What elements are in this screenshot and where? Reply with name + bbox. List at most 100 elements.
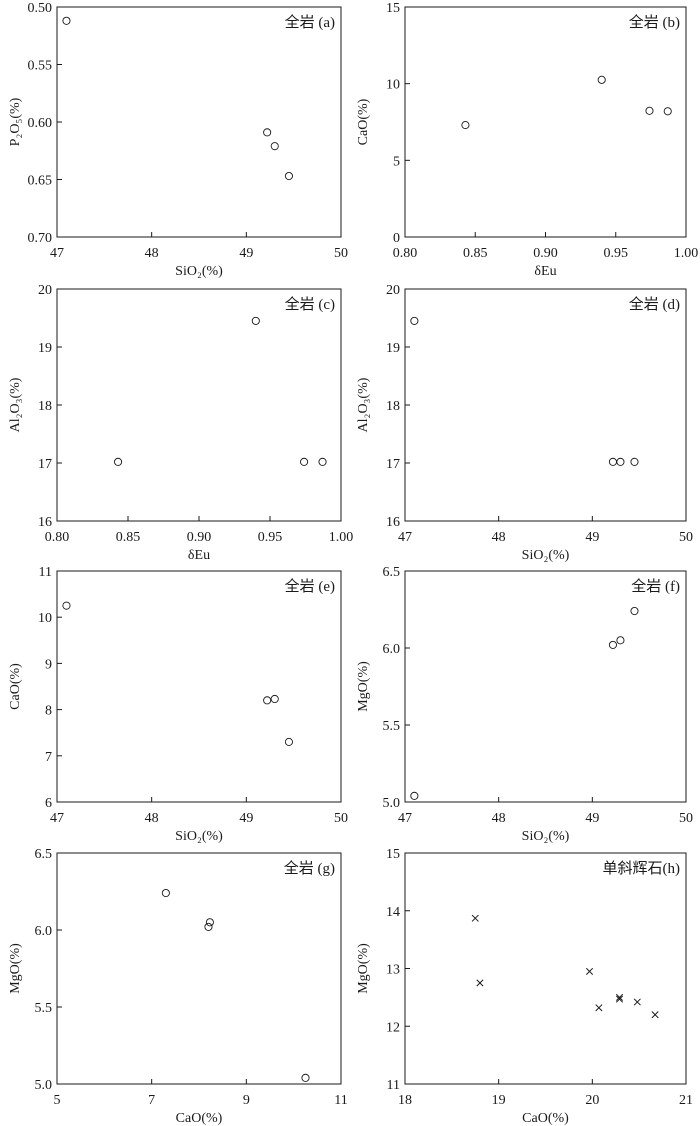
- panel-b-x-axis-label: δEu: [534, 264, 556, 279]
- panel-g-tag: 全岩 (g): [284, 859, 335, 877]
- panel-a-y-tick-label: 0.70: [28, 231, 53, 246]
- panel-a-x-tick-label: 47: [50, 246, 64, 261]
- panel-a-x-tick-label: 48: [145, 246, 159, 261]
- panel-b-data-point: [461, 121, 470, 130]
- panel-b-data-point: [597, 75, 606, 84]
- panel-g-y-tick-label: 5.0: [35, 1078, 53, 1093]
- panel-d-frame: [404, 288, 687, 522]
- panel-c-x-tick-label: 1.00: [329, 530, 354, 545]
- panel-g-x-tick-label: 7: [148, 1093, 155, 1108]
- panel-e-x-tick-label: 48: [145, 811, 159, 826]
- panel-d-data-point: [616, 457, 625, 466]
- panel-c-x-tick-label: 0.95: [258, 530, 283, 545]
- panel-h-data-point: [595, 1004, 603, 1012]
- panel-e-x-tick-label: 49: [239, 811, 253, 826]
- panel-g-x-tick-label: 11: [334, 1093, 347, 1108]
- panel-e-data-point: [62, 601, 71, 610]
- panel-e-y-tick-label: 6: [45, 796, 52, 811]
- panel-c-tag: 全岩 (c): [285, 295, 335, 313]
- panel-b-y-tick-label: 15: [386, 1, 400, 16]
- panel-e-x-tick-label: 47: [50, 811, 64, 826]
- panel-g-x-tick-label: 9: [243, 1093, 250, 1108]
- panel-a-tag: 全岩 (a): [285, 13, 335, 31]
- panel-c-x-axis-label: δEu: [188, 548, 210, 563]
- panel-h-data-point: [471, 914, 479, 922]
- panel-c-y-axis-label: Al₂O₃(%): [8, 377, 23, 432]
- panel-a: 47 48 49 50 0.50 0.55 0.60 0.65 0.70 SiO₂(%) P₂O₅(…: [8, 1, 348, 279]
- panel-b-data-point: [645, 106, 654, 115]
- panel-f-data-point: [410, 791, 419, 800]
- panel-h-y-tick-label: 12: [386, 1020, 400, 1035]
- panel-d-data-point: [410, 316, 419, 325]
- panel-c-y-tick-label: 18: [38, 399, 52, 414]
- panel-h: 18 19 20 21 11 12 13 14 15 CaO(%) MgO(%) 单斜辉石(h): [356, 847, 693, 1126]
- panel-d: 47 48 49 50 16 17 18 19 20 SiO₂(%) Al₂O₃(%) 全岩 (d): [356, 283, 693, 563]
- panel-b-x-tick-label: 1.00: [674, 246, 699, 261]
- panel-d-tag: 全岩 (d): [629, 295, 680, 313]
- panel-b-data-point: [663, 107, 672, 116]
- panel-a-x-tick-label: 49: [239, 246, 253, 261]
- panel-e-y-tick-label: 11: [39, 565, 52, 580]
- panel-f-y-tick-label: 6.0: [383, 642, 401, 657]
- panel-f-y-axis-label: MgO(%): [356, 661, 371, 712]
- panel-f: 47 48 49 50 5.0 5.5 6.0 6.5 SiO₂(%) MgO(%) 全岩 (f): [356, 565, 693, 844]
- panel-a-y-tick-label: 0.65: [28, 174, 53, 189]
- panel-c-x-tick-label: 0.90: [187, 530, 212, 545]
- panel-h-y-tick-label: 14: [386, 905, 400, 920]
- panel-c-data-point: [114, 457, 123, 466]
- panel-g-y-tick-label: 5.5: [35, 1001, 53, 1016]
- panel-h-data-point: [633, 998, 641, 1006]
- panel-d-y-tick-label: 18: [386, 399, 400, 414]
- panel-a-data-point: [284, 171, 293, 181]
- panel-b-x-tick-label: 0.85: [463, 246, 488, 261]
- panel-c-x-tick-label: 0.80: [45, 530, 70, 545]
- panel-b-x-tick-label: 0.90: [533, 246, 558, 261]
- panel-d-data-point: [608, 457, 617, 466]
- panel-h-y-tick-label: 13: [386, 963, 400, 978]
- panel-d-x-axis-label: SiO₂(%): [522, 548, 570, 563]
- panel-e-frame: [56, 570, 342, 803]
- panel-g-data-point: [301, 1073, 310, 1082]
- panel-e-data-point: [284, 737, 293, 746]
- panel-g: 5 7 9 11 5.0 5.5 6.0 6.5 CaO(%) MgO(%) 全岩 (g): [8, 847, 348, 1126]
- panel-f-x-tick-label: 48: [492, 811, 506, 826]
- panel-e-y-tick-label: 8: [45, 704, 52, 719]
- panel-b-frame: [404, 6, 687, 238]
- panel-c: 0.80 0.85 0.90 0.95 1.00 16 17 18 19 20 δEu Al₂O₃(%…: [8, 283, 353, 563]
- panel-e: 47 48 49 50 6 7 8 9 10 11 SiO₂(%) CaO(%) 全岩 (e): [8, 565, 348, 844]
- panel-b: 0.80 0.85 0.90 0.95 1.00 0 5 10 15 δEu CaO(%) 全岩 (b…: [356, 1, 698, 279]
- panel-f-x-tick-label: 49: [585, 811, 599, 826]
- panel-c-data-point: [318, 457, 327, 466]
- panel-g-data-point: [205, 918, 214, 927]
- panel-b-x-tick-label: 0.95: [604, 246, 629, 261]
- panel-e-y-tick-label: 10: [38, 611, 52, 626]
- panel-f-data-point: [630, 606, 639, 616]
- panel-h-y-tick-label: 11: [387, 1078, 400, 1093]
- panel-c-x-tick-label: 0.85: [116, 530, 141, 545]
- panel-f-data-point: [608, 640, 617, 649]
- panel-d-x-tick-label: 47: [398, 530, 412, 545]
- panel-f-x-tick-label: 47: [398, 811, 412, 826]
- panel-a-y-axis-label: P₂O₅(%): [8, 97, 23, 146]
- panel-e-y-axis-label: CaO(%): [8, 663, 23, 710]
- panel-g-frame: [56, 852, 342, 1085]
- panel-h-x-tick-label: 19: [492, 1093, 506, 1108]
- panel-b-y-tick-label: 10: [386, 78, 400, 93]
- panel-f-x-axis-label: SiO₂(%): [522, 829, 570, 844]
- panel-a-data-point: [62, 16, 71, 25]
- panel-a-x-axis-label: SiO₂(%): [175, 264, 223, 279]
- panel-b-y-axis-label: CaO(%): [356, 98, 371, 145]
- panel-e-x-tick-label: 50: [334, 811, 348, 826]
- panel-g-x-axis-label: CaO(%): [176, 1111, 223, 1126]
- panel-h-y-tick-label: 15: [386, 847, 400, 862]
- panel-f-y-tick-label: 5.0: [383, 796, 401, 811]
- panel-g-y-tick-label: 6.0: [35, 924, 53, 939]
- panel-c-data-point: [251, 316, 260, 325]
- panel-e-data-point: [263, 696, 272, 705]
- panel-h-y-axis-label: MgO(%): [356, 943, 371, 994]
- panel-f-x-tick-label: 50: [679, 811, 693, 826]
- panel-h-x-tick-label: 20: [585, 1093, 599, 1108]
- panel-a-y-tick-label: 0.50: [28, 1, 53, 16]
- panel-c-y-tick-label: 16: [38, 515, 52, 530]
- panel-g-data-point: [161, 888, 170, 898]
